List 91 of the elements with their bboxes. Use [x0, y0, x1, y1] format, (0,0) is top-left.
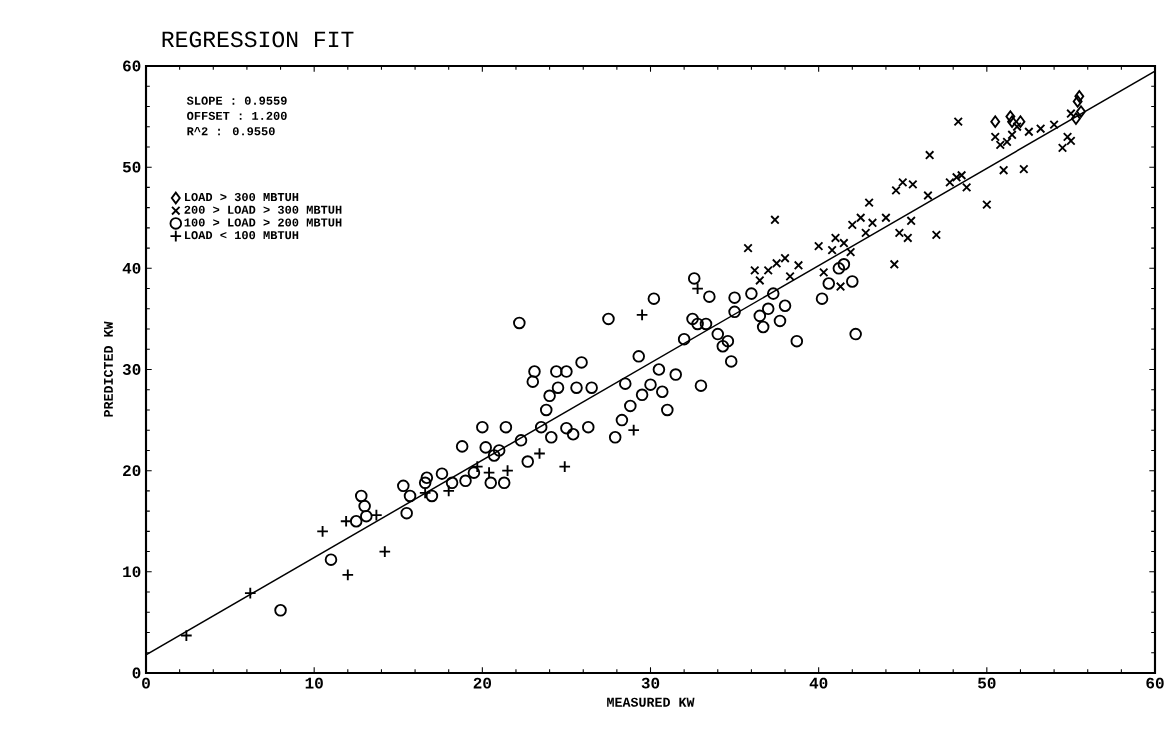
- point: [635, 308, 649, 322]
- point: [1076, 105, 1086, 118]
- point: [180, 629, 193, 642]
- point: [378, 545, 392, 558]
- point: [894, 228, 905, 238]
- x-tick-label: 0: [142, 677, 150, 689]
- point: [1066, 136, 1076, 146]
- y-tick-label: 10: [123, 566, 141, 578]
- x-axis-title: MEASURED KW: [607, 697, 695, 707]
- point: [1019, 164, 1029, 174]
- annotation: R^2 : 0.9550: [187, 126, 275, 136]
- point: [889, 259, 900, 269]
- legend-label: LOAD < 100 MBTUH: [185, 231, 299, 240]
- point: [1066, 108, 1076, 119]
- point: [763, 265, 773, 276]
- legend-label: 200 > LOAD > 300 MBTUH: [184, 205, 342, 214]
- point: [864, 197, 874, 208]
- y-tick-label: 40: [122, 262, 141, 274]
- point: [1074, 90, 1085, 103]
- point: [1035, 124, 1046, 134]
- point: [923, 190, 933, 201]
- y-axis-title: PREDICTED KW: [103, 321, 113, 417]
- point: [903, 233, 913, 243]
- point: [961, 182, 972, 193]
- point: [558, 460, 572, 473]
- point: [770, 215, 780, 225]
- point: [906, 216, 916, 226]
- point: [998, 165, 1009, 175]
- point: [1057, 143, 1068, 153]
- y-tick-label: 50: [122, 161, 141, 173]
- point: [953, 116, 963, 127]
- point: [1007, 115, 1017, 128]
- point: [1005, 110, 1016, 123]
- point: [750, 265, 760, 276]
- point: [839, 238, 849, 248]
- point: [856, 213, 866, 223]
- point: [1071, 112, 1081, 125]
- point: [339, 514, 353, 528]
- x-tick-label: 20: [473, 677, 492, 689]
- y-tick-label: 60: [123, 60, 141, 72]
- x-tick-label: 50: [978, 677, 996, 689]
- y-tick-label: 30: [122, 364, 141, 375]
- chart-title: REGRESSION FIT: [162, 31, 354, 48]
- y-tick-label: 20: [123, 465, 141, 477]
- point: [891, 185, 901, 196]
- y-tick-label: 0: [132, 667, 141, 679]
- point: [982, 199, 992, 210]
- point: [924, 150, 935, 160]
- point: [341, 568, 355, 582]
- x-tick-label: 60: [1146, 677, 1164, 689]
- point: [1072, 95, 1083, 108]
- point: [847, 220, 858, 230]
- point: [813, 241, 824, 251]
- point: [1024, 127, 1034, 137]
- point: [780, 253, 790, 263]
- x-tick-label: 30: [641, 677, 660, 689]
- point: [627, 423, 640, 437]
- point: [482, 466, 496, 479]
- legend-label: 100 > LOAD > 200 MBTUH: [184, 218, 342, 227]
- annotation: OFFSET : 1.200: [187, 111, 287, 120]
- point: [845, 247, 856, 257]
- point: [244, 586, 257, 600]
- point: [1049, 119, 1059, 130]
- point: [533, 447, 546, 460]
- point: [830, 233, 841, 243]
- point: [867, 218, 878, 228]
- point: [1062, 132, 1073, 142]
- point: [771, 258, 782, 268]
- point: [316, 525, 329, 538]
- point: [931, 230, 942, 240]
- point: [990, 115, 1001, 128]
- point: [1007, 130, 1017, 140]
- point: [835, 281, 846, 292]
- point: [793, 260, 804, 270]
- point: [1015, 115, 1026, 128]
- point: [691, 282, 704, 295]
- point: [785, 271, 795, 282]
- point: [861, 228, 871, 238]
- point: [501, 464, 514, 477]
- annotation: SLOPE : 0.9559: [186, 96, 287, 105]
- point: [945, 177, 955, 188]
- point: [743, 243, 753, 253]
- point: [1012, 121, 1022, 132]
- point: [827, 245, 837, 255]
- point: [990, 132, 1000, 142]
- point: [755, 275, 765, 286]
- point: [881, 213, 891, 223]
- x-tick-label: 10: [305, 677, 323, 689]
- x-tick-label: 40: [809, 677, 828, 689]
- point: [819, 267, 829, 278]
- legend-label: LOAD > 300 MBTUH: [185, 192, 299, 202]
